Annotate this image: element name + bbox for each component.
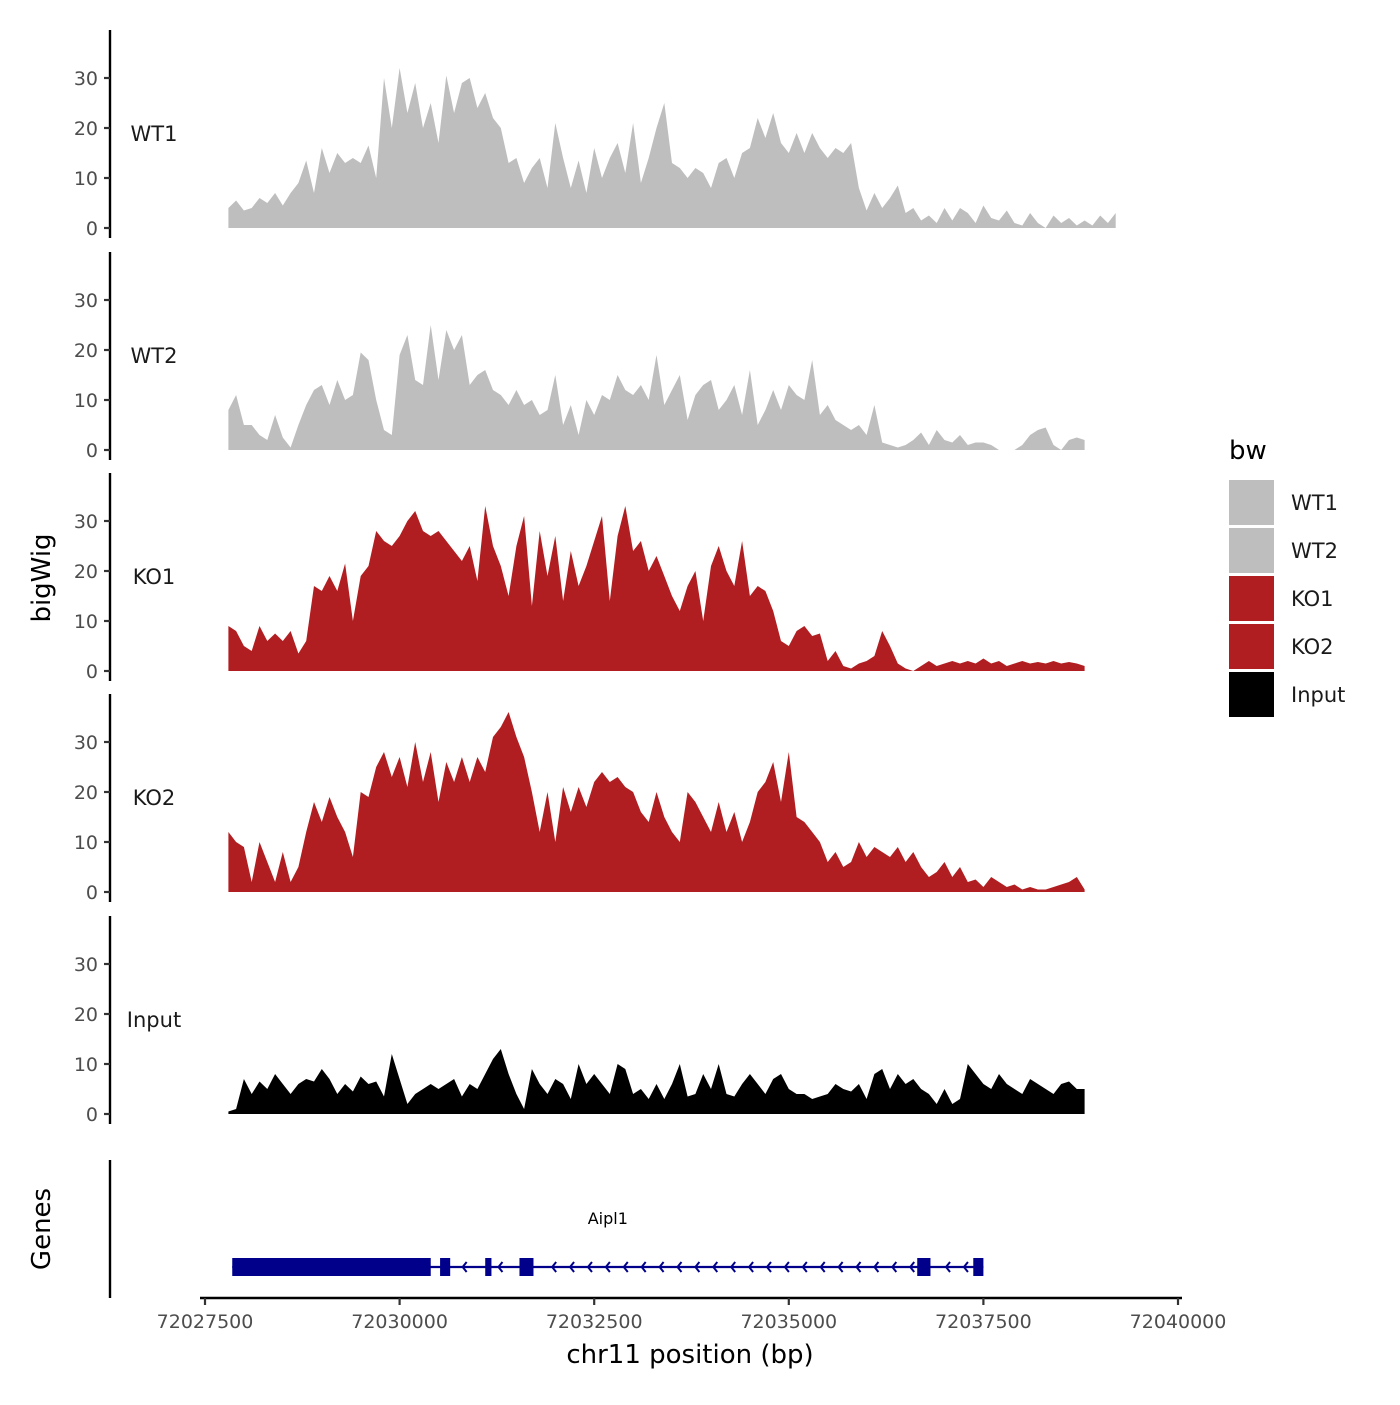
strand-arrow bbox=[801, 1261, 808, 1273]
track-input: 0 10 20 30 Input bbox=[74, 916, 1085, 1126]
area-ko2 bbox=[228, 712, 1085, 892]
legend-label-ko2: KO2 bbox=[1291, 635, 1334, 659]
legend-label-wt1: WT1 bbox=[1291, 491, 1338, 515]
strand-arrow bbox=[891, 1261, 898, 1273]
area-ko1 bbox=[228, 506, 1085, 671]
y-tick-label: 0 bbox=[86, 1104, 98, 1126]
strand-arrow bbox=[586, 1261, 593, 1273]
y-tick-label: 10 bbox=[74, 168, 98, 190]
y-tick-label: 20 bbox=[74, 340, 98, 362]
gene-label: Aipl1 bbox=[588, 1209, 628, 1228]
y-tick-label: 30 bbox=[74, 511, 98, 533]
y-axis-title: bigWig bbox=[27, 533, 57, 622]
strand-arrow bbox=[568, 1261, 575, 1273]
track-ko1: 0 10 20 30 KO1 bbox=[74, 473, 1085, 683]
strand-arrow bbox=[765, 1261, 772, 1273]
legend-key-input bbox=[1229, 672, 1274, 717]
legend-label-input: Input bbox=[1291, 683, 1345, 707]
gene-exon bbox=[917, 1258, 931, 1276]
strand-arrow bbox=[837, 1261, 844, 1273]
y-tick-label: 30 bbox=[74, 954, 98, 976]
gene-exon bbox=[519, 1258, 534, 1276]
strand-arrow bbox=[550, 1261, 557, 1273]
y-tick-label: 10 bbox=[74, 1054, 98, 1076]
track-label-wt2: WT2 bbox=[131, 344, 178, 368]
x-axis-title: chr11 position (bp) bbox=[566, 1340, 813, 1370]
gene-exon bbox=[485, 1258, 492, 1276]
y-tick-label: 10 bbox=[74, 390, 98, 412]
legend-key-wt2 bbox=[1229, 528, 1274, 573]
strand-arrow bbox=[640, 1261, 647, 1273]
x-tick-label: 72035000 bbox=[740, 1311, 837, 1333]
strand-arrow bbox=[729, 1261, 736, 1273]
y-tick-label: 0 bbox=[86, 882, 98, 904]
y-tick-label: 0 bbox=[86, 218, 98, 240]
strand-arrow bbox=[658, 1261, 665, 1273]
y-tick-label: 20 bbox=[74, 782, 98, 804]
x-tick-label: 72040000 bbox=[1130, 1311, 1227, 1333]
strand-arrow bbox=[819, 1261, 826, 1273]
x-tick-label: 72037500 bbox=[935, 1311, 1032, 1333]
strand-arrow bbox=[694, 1261, 701, 1273]
x-axis: 72027500 72030000 72032500 72035000 72037500… bbox=[157, 1296, 1227, 1333]
area-input bbox=[228, 1049, 1085, 1114]
genes-layer: Aipl1 bbox=[108, 1160, 984, 1298]
strand-arrow bbox=[461, 1261, 468, 1273]
strand-arrow bbox=[855, 1261, 862, 1273]
x-tick-label: 72027500 bbox=[157, 1311, 254, 1333]
strand-arrow bbox=[712, 1261, 719, 1273]
area-wt2 bbox=[228, 325, 1085, 450]
y-tick-label: 20 bbox=[74, 1004, 98, 1026]
gene-exon bbox=[973, 1258, 984, 1276]
strand-arrow bbox=[497, 1261, 504, 1273]
track-label-input: Input bbox=[127, 1008, 181, 1032]
strand-arrow bbox=[622, 1261, 629, 1273]
strand-arrow bbox=[676, 1261, 683, 1273]
y-tick-label: 10 bbox=[74, 611, 98, 633]
genes-axis-title: Genes bbox=[27, 1188, 57, 1270]
x-tick-label: 72030000 bbox=[351, 1311, 448, 1333]
gene-aipl1: Aipl1 bbox=[232, 1209, 984, 1276]
legend-key-ko2 bbox=[1229, 624, 1274, 669]
track-ko2: 0 10 20 30 KO2 bbox=[74, 694, 1085, 904]
track-wt1: 0 10 20 30 WT1 bbox=[74, 30, 1116, 240]
y-tick-label: 30 bbox=[74, 290, 98, 312]
legend-key-wt1 bbox=[1229, 480, 1274, 525]
y-tick-label: 10 bbox=[74, 832, 98, 854]
legend: bw WT1 WT2 KO1 KO2 Input bbox=[1229, 436, 1345, 717]
legend-label-wt2: WT2 bbox=[1291, 539, 1338, 563]
gene-exon bbox=[440, 1258, 451, 1276]
y-tick-label: 30 bbox=[74, 68, 98, 90]
x-tick-label: 72032500 bbox=[546, 1311, 643, 1333]
tracks-layer: 0 10 20 30 WT1 0 10 20 30 WT2 0 10 20 30 KO1 0 10 20 30 KO2… bbox=[74, 30, 1116, 1126]
gene-exon bbox=[232, 1258, 431, 1276]
y-tick-label: 30 bbox=[74, 732, 98, 754]
area-wt1 bbox=[228, 68, 1116, 228]
legend-key-ko1 bbox=[1229, 576, 1274, 621]
legend-label-ko1: KO1 bbox=[1291, 587, 1334, 611]
strand-arrow bbox=[944, 1261, 951, 1273]
track-label-wt1: WT1 bbox=[131, 122, 178, 146]
strand-arrow bbox=[962, 1261, 969, 1273]
track-wt2: 0 10 20 30 WT2 bbox=[74, 252, 1085, 462]
strand-arrow bbox=[604, 1261, 611, 1273]
strand-arrow bbox=[783, 1261, 790, 1273]
strand-arrow bbox=[908, 1261, 916, 1273]
y-tick-label: 20 bbox=[74, 118, 98, 140]
y-tick-label: 0 bbox=[86, 440, 98, 462]
track-label-ko1: KO1 bbox=[133, 565, 176, 589]
track-label-ko2: KO2 bbox=[133, 786, 176, 810]
strand-arrow bbox=[747, 1261, 754, 1273]
legend-title: bw bbox=[1229, 436, 1267, 466]
strand-arrow bbox=[873, 1261, 880, 1273]
y-tick-label: 0 bbox=[86, 661, 98, 683]
y-tick-label: 20 bbox=[74, 561, 98, 583]
